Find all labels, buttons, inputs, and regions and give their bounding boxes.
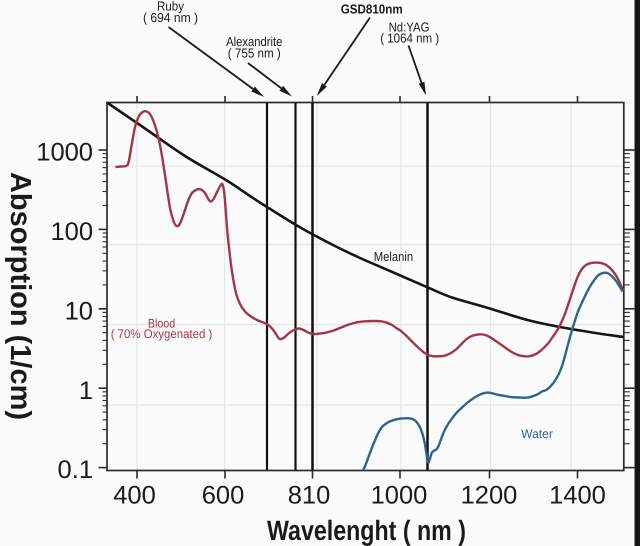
svg-text:( 694 nm ): ( 694 nm ) <box>143 10 198 25</box>
svg-text:GSD810nm: GSD810nm <box>341 1 403 16</box>
svg-text:600: 600 <box>202 481 245 509</box>
svg-text:Absorption (1/cm): Absorption (1/cm) <box>4 172 36 420</box>
svg-text:( 1064 nm ): ( 1064 nm ) <box>380 31 439 46</box>
svg-text:1000: 1000 <box>371 481 428 509</box>
svg-text:100: 100 <box>50 218 93 246</box>
svg-text:810: 810 <box>288 481 331 509</box>
svg-text:Alexandrite: Alexandrite <box>226 34 282 49</box>
svg-text:Water: Water <box>521 427 553 441</box>
svg-text:Blood: Blood <box>148 317 175 331</box>
svg-text:10: 10 <box>65 298 93 326</box>
svg-text:Ruby: Ruby <box>157 0 184 13</box>
svg-text:( 70% Oxygenated ): ( 70% Oxygenated ) <box>111 327 213 341</box>
svg-text:Nd:YAG: Nd:YAG <box>389 19 430 34</box>
svg-text:1400: 1400 <box>549 481 606 509</box>
svg-text:Melanin: Melanin <box>374 249 413 264</box>
svg-text:1200: 1200 <box>461 481 518 509</box>
svg-text:1000: 1000 <box>36 138 93 166</box>
svg-text:400: 400 <box>113 481 156 509</box>
svg-text:1: 1 <box>79 377 93 405</box>
svg-text:( 755 nm ): ( 755 nm ) <box>228 46 281 61</box>
svg-text:0.1: 0.1 <box>58 456 93 484</box>
svg-text:Wavelenght ( nm ): Wavelenght ( nm ) <box>267 515 466 546</box>
